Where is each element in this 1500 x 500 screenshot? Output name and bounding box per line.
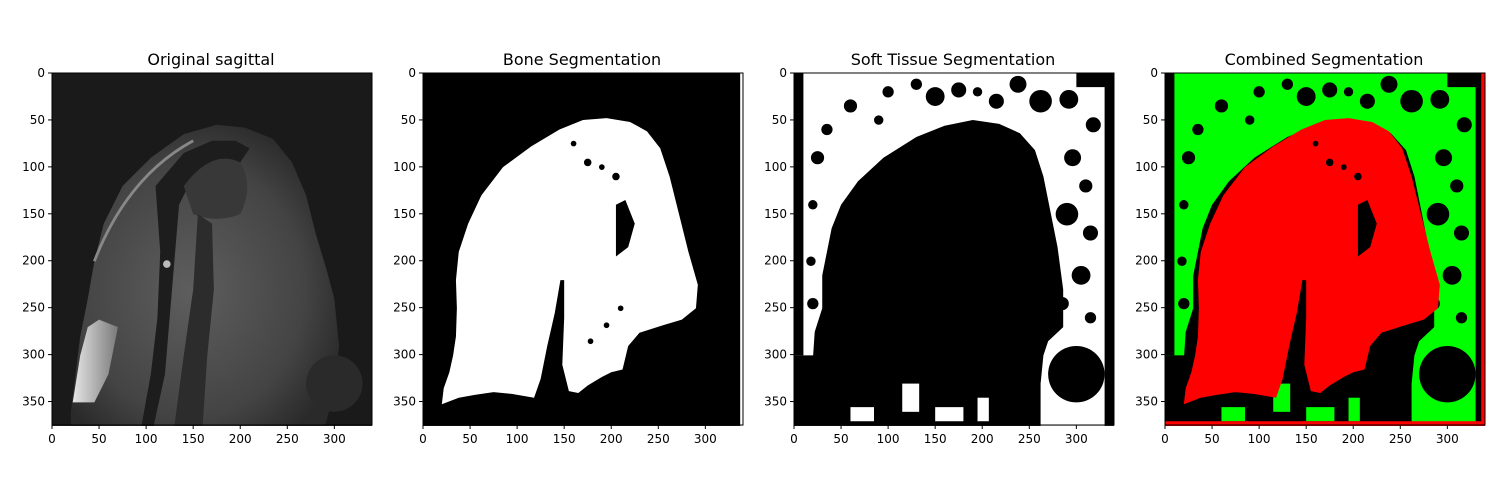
y-tick-label: 0: [37, 66, 45, 80]
x-tick-label: 150: [924, 432, 947, 446]
panel-title-combined: Combined Segmentation: [1225, 50, 1424, 69]
x-tick-label: 0: [419, 432, 427, 446]
y-tick-label: 200: [22, 254, 45, 268]
y-tick-label: 250: [764, 301, 787, 315]
y-tick-label: 250: [393, 301, 416, 315]
bone-mask-image: [423, 73, 744, 426]
y-tick-label: 150: [22, 207, 45, 221]
x-tick-label: 50: [833, 432, 848, 446]
panel-title-soft-tissue: Soft Tissue Segmentation: [851, 50, 1056, 69]
x-tick-label: 300: [1436, 432, 1459, 446]
y-tick-label: 100: [764, 160, 787, 174]
y-tick-label: 300: [393, 348, 416, 362]
x-tick-label: 100: [506, 432, 529, 446]
x-tick-label: 200: [600, 432, 623, 446]
x-tick-label: 100: [1248, 432, 1271, 446]
y-tick-label: 300: [22, 348, 45, 362]
panel-title-original: Original sagittal: [147, 50, 274, 69]
panel-combined: Combined Segmentation: [1164, 50, 1486, 426]
y-tick-label: 100: [1135, 160, 1158, 174]
x-tick-label: 300: [323, 432, 346, 446]
x-tick-label: 50: [91, 432, 106, 446]
y-tick-label: 300: [1135, 348, 1158, 362]
x-tick-label: 0: [790, 432, 798, 446]
x-tick-label: 200: [1342, 432, 1365, 446]
y-tick-label: 150: [764, 207, 787, 221]
x-tick-label: 150: [553, 432, 576, 446]
axes-ticks: 0 50 100 150 200 250 300 0 50 100 150 200 250 300 350 0…: [22, 66, 1459, 446]
panel-bone: Bone Segmentation: [422, 50, 744, 426]
x-tick-label: 250: [1018, 432, 1041, 446]
y-tick-label: 150: [1135, 207, 1158, 221]
x-tick-label: 0: [1161, 432, 1169, 446]
soft-tissue-mask-image: [794, 73, 1115, 426]
y-tick-label: 300: [764, 348, 787, 362]
x-tick-label: 100: [135, 432, 158, 446]
y-tick-label: 50: [401, 113, 416, 127]
x-tick-label: 100: [877, 432, 900, 446]
y-tick-label: 350: [22, 395, 45, 409]
x-tick-label: 250: [1389, 432, 1412, 446]
y-tick-label: 150: [393, 207, 416, 221]
y-tick-label: 50: [30, 113, 45, 127]
x-tick-label: 250: [647, 432, 670, 446]
y-tick-label: 200: [393, 254, 416, 268]
y-tick-label: 350: [1135, 395, 1158, 409]
mri-image: [52, 73, 373, 426]
y-tick-label: 200: [764, 254, 787, 268]
y-tick-label: 200: [1135, 254, 1158, 268]
x-tick-label: 250: [276, 432, 299, 446]
y-tick-label: 100: [22, 160, 45, 174]
y-tick-label: 250: [22, 301, 45, 315]
x-tick-label: 150: [182, 432, 205, 446]
y-tick-label: 50: [1143, 113, 1158, 127]
y-tick-label: 350: [393, 395, 416, 409]
panel-soft-tissue: Soft Tissue Segmentation: [793, 50, 1115, 426]
x-tick-label: 0: [48, 432, 56, 446]
y-tick-label: 50: [772, 113, 787, 127]
y-tick-label: 0: [408, 66, 416, 80]
x-tick-label: 300: [1065, 432, 1088, 446]
x-tick-label: 150: [1295, 432, 1318, 446]
y-tick-label: 100: [393, 160, 416, 174]
y-tick-label: 250: [1135, 301, 1158, 315]
y-tick-label: 350: [764, 395, 787, 409]
y-tick-label: 0: [779, 66, 787, 80]
x-tick-label: 50: [1204, 432, 1219, 446]
x-tick-label: 200: [229, 432, 252, 446]
x-tick-label: 200: [971, 432, 994, 446]
panel-original: Original sagittal: [51, 50, 373, 426]
panel-title-bone: Bone Segmentation: [503, 50, 661, 69]
y-tick-label: 0: [1150, 66, 1158, 80]
combined-mask-image: [1165, 73, 1486, 426]
x-tick-label: 300: [694, 432, 717, 446]
x-tick-label: 50: [462, 432, 477, 446]
